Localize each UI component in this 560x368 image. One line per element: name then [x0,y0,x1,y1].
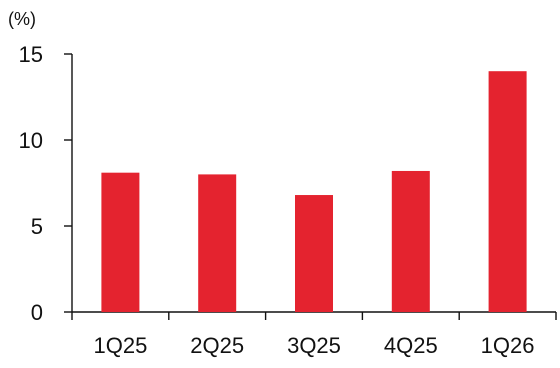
x-tick-label: 4Q25 [384,333,438,358]
y-tick-label: 10 [19,128,43,153]
x-axis: 1Q25 2Q25 3Q25 4Q25 1Q26 [71,311,557,358]
y-axis-unit-label: (%) [8,9,36,29]
y-axis: 0 5 10 15 [19,42,73,325]
bar-4q25 [391,170,430,312]
bar-1q25 [101,172,140,312]
x-tick-label: 3Q25 [287,333,341,358]
bar-2q25 [198,174,237,312]
x-tick-label: 1Q25 [93,333,147,358]
bar-3q25 [295,195,333,312]
y-tick-label: 5 [31,214,43,239]
y-tick-label: 0 [31,300,43,325]
x-tick-label: 1Q26 [481,333,535,358]
bar-series [101,71,527,312]
bar-1q26 [488,71,527,312]
x-tick-label: 2Q25 [190,333,244,358]
y-tick-label: 15 [19,42,43,67]
